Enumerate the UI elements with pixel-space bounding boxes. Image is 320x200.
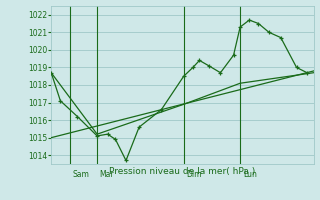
Text: Lun: Lun bbox=[243, 170, 257, 179]
Text: Mar: Mar bbox=[100, 170, 114, 179]
X-axis label: Pression niveau de la mer( hPa ): Pression niveau de la mer( hPa ) bbox=[109, 167, 256, 176]
Text: Sam: Sam bbox=[72, 170, 89, 179]
Text: Dim: Dim bbox=[186, 170, 202, 179]
